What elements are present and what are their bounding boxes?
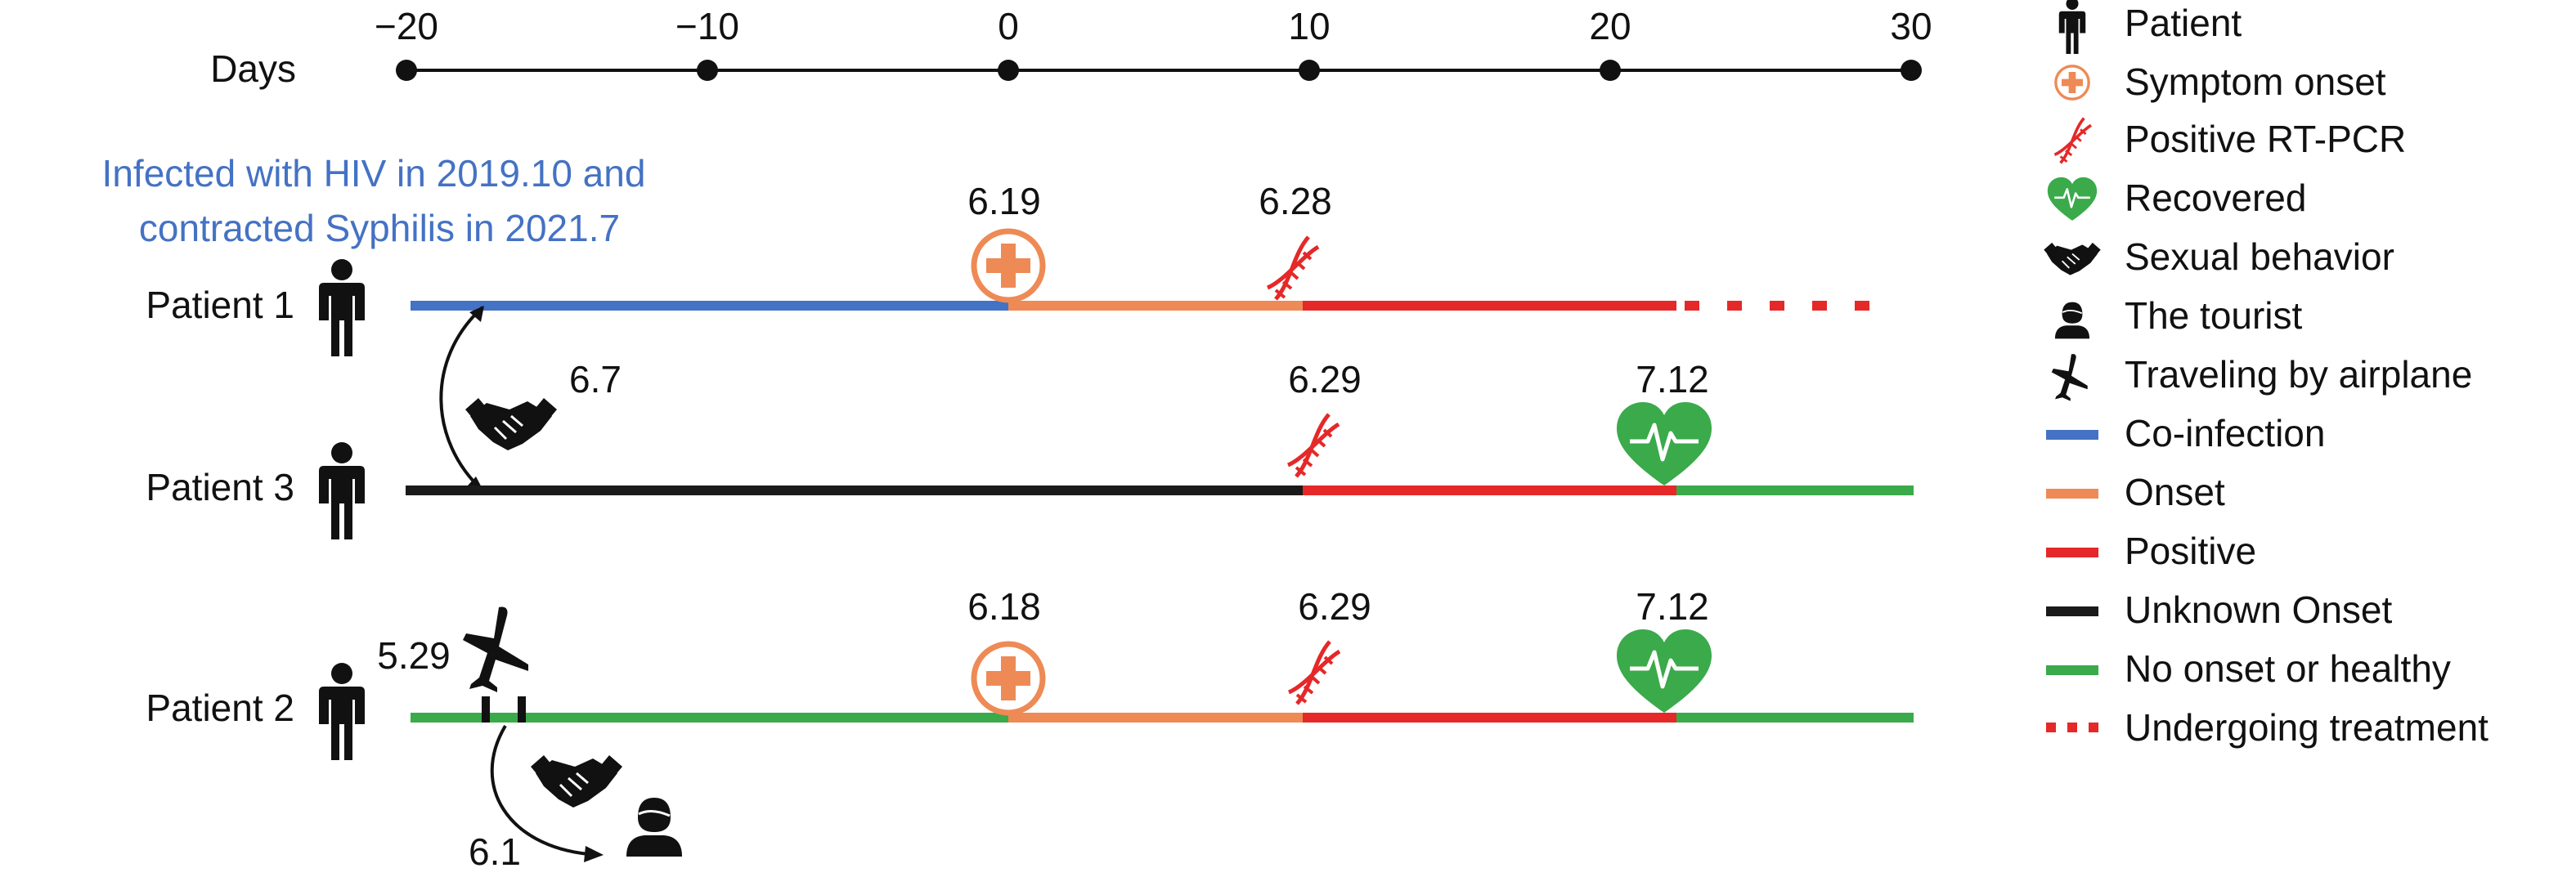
symptom-onset-icon <box>2054 65 2090 101</box>
legend-label: Undergoing treatment <box>2125 706 2488 749</box>
legend-item: Co-infection <box>2046 412 2325 454</box>
legend-item: Sexual behavior <box>2043 235 2394 278</box>
tourist-contact-date: 6.1 <box>469 830 521 873</box>
dna-icon <box>2053 116 2093 165</box>
legend-item: The tourist <box>2053 294 2303 340</box>
legend-label: Co-infection <box>2125 412 2325 454</box>
legend-label: Sexual behavior <box>2125 235 2394 278</box>
heart-icon <box>2046 176 2098 222</box>
dna-icon <box>1268 237 1318 299</box>
patient-1-row: Patient 1 6.19 6.28 <box>146 180 1897 356</box>
legend-label: Traveling by airplane <box>2125 353 2472 396</box>
symptom-onset-icon <box>974 644 1043 713</box>
hiv-annotation-line2: contracted Syphilis in 2021.7 <box>139 207 620 249</box>
tourist-icon <box>2053 301 2091 340</box>
legend-label: No onset or healthy <box>2125 647 2451 690</box>
legend-item: Positive RT-PCR <box>2053 116 2406 165</box>
onset-date: 6.19 <box>967 180 1041 222</box>
axis-tick-label: 20 <box>1589 5 1631 47</box>
axis-dot <box>1299 60 1320 81</box>
legend-label: Positive RT-PCR <box>2125 118 2406 160</box>
axis-ticks: −20 −10 0 10 20 30 <box>375 5 1932 81</box>
legend-item: Unknown Onset <box>2046 588 2392 631</box>
heart-icon <box>1617 402 1712 485</box>
legend-item: Symptom onset <box>2054 60 2386 103</box>
axis-tick-label: −10 <box>675 5 739 47</box>
handshake-icon <box>529 754 624 809</box>
axis-tick-label: 0 <box>998 5 1019 47</box>
axis-tick-label: 10 <box>1288 5 1330 47</box>
pcr-date: 6.29 <box>1288 358 1362 400</box>
axis-dot <box>697 60 718 81</box>
legend-label: Patient <box>2125 2 2242 44</box>
dna-icon <box>1289 642 1340 704</box>
patient-icon <box>319 259 365 356</box>
legend-item: No onset or healthy <box>2046 647 2451 690</box>
legend-item: Onset <box>2046 471 2225 513</box>
recovered-date: 7.12 <box>1636 585 1709 628</box>
pcr-date: 6.29 <box>1298 585 1371 628</box>
legend-item: Recovered <box>2046 176 2306 222</box>
contact-date: 6.7 <box>569 358 622 400</box>
patient-icon <box>319 442 365 539</box>
legend: Patient Symptom onset Positive RT-PCR Re… <box>2043 0 2488 749</box>
dna-icon <box>1288 414 1339 477</box>
arrowhead <box>469 306 484 322</box>
legend-item: Undergoing treatment <box>2046 706 2488 749</box>
legend-label: Recovered <box>2125 177 2306 219</box>
tourist-contact-arrow <box>490 724 590 856</box>
patient-3-row: Patient 3 6.29 7.12 <box>146 358 1914 539</box>
patient-2-row: Patient 2 5.29 6.18 6.29 7.12 6.1 <box>146 585 1914 873</box>
legend-item: Positive <box>2046 530 2256 572</box>
legend-item: Patient <box>2058 0 2242 54</box>
handshake-icon <box>2043 241 2102 276</box>
patient-icon <box>319 663 365 760</box>
axis-label: Days <box>210 47 296 90</box>
legend-label: Onset <box>2125 471 2225 513</box>
legend-label: Symptom onset <box>2125 60 2386 103</box>
axis-dot <box>1600 60 1621 81</box>
legend-label: Positive <box>2125 530 2256 572</box>
patient-1-label: Patient 1 <box>146 284 294 326</box>
flight-date: 5.29 <box>377 634 451 677</box>
heart-icon <box>1617 629 1712 713</box>
patient-3-label: Patient 3 <box>146 466 294 508</box>
airplane-icon <box>463 606 528 692</box>
tourist-icon <box>625 796 684 858</box>
hiv-annotation-line1: Infected with HIV in 2019.10 and <box>102 152 646 195</box>
axis-dot <box>1901 60 1922 81</box>
legend-label: The tourist <box>2125 294 2303 337</box>
axis-dot <box>396 60 417 81</box>
axis-tick-label: −20 <box>375 5 438 47</box>
onset-date: 6.18 <box>967 585 1041 628</box>
recovered-date: 7.12 <box>1636 358 1709 400</box>
patient-icon <box>2058 0 2086 54</box>
handshake-icon <box>464 396 559 452</box>
axis-dot <box>998 60 1019 81</box>
patient-2-label: Patient 2 <box>146 687 294 729</box>
arrowhead <box>584 846 604 862</box>
axis-tick-label: 30 <box>1890 5 1932 47</box>
contact-arrow <box>439 306 484 492</box>
legend-label: Unknown Onset <box>2125 588 2392 631</box>
airplane-icon <box>2051 354 2088 401</box>
legend-item: Traveling by airplane <box>2051 353 2472 401</box>
symptom-onset-icon <box>974 231 1043 300</box>
pcr-date: 6.28 <box>1259 180 1332 222</box>
